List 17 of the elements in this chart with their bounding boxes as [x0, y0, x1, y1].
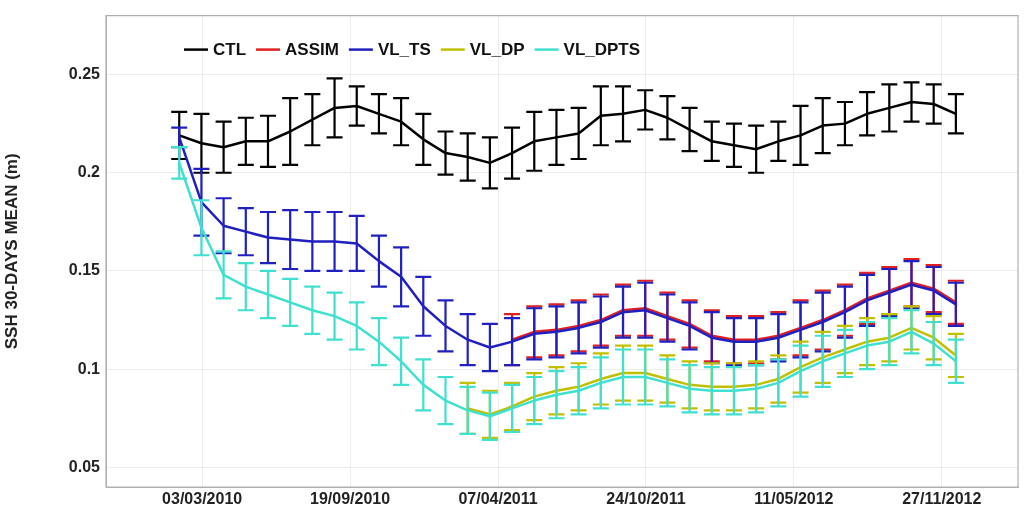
x-tick-label: 11/05/2012 — [754, 490, 834, 508]
legend-label: VL_TS — [377, 40, 431, 60]
x-tick-label: 03/03/2010 — [162, 490, 243, 508]
y-tick-label: 0.05 — [68, 457, 101, 475]
x-tick-label: 24/10/2011 — [606, 490, 686, 508]
x-tick-label: 19/09/2010 — [310, 490, 391, 508]
x-tick-label: 27/11/2012 — [902, 490, 982, 508]
y-tick-label: 0.1 — [77, 359, 101, 377]
legend-label: VL_DPTS — [563, 40, 641, 60]
y-axis-title: SSH 30-DAYS MEAN (m) — [1, 153, 21, 350]
y-tick-label: 0.15 — [68, 261, 101, 279]
x-tick-label: 07/04/2011 — [458, 490, 538, 508]
y-tick-label: 0.25 — [68, 64, 101, 82]
legend-label: ASSIM — [285, 40, 339, 60]
legend-label: VL_DP — [469, 40, 525, 60]
y-tick-label: 0.2 — [77, 163, 101, 181]
legend-label: CTL — [213, 40, 247, 60]
